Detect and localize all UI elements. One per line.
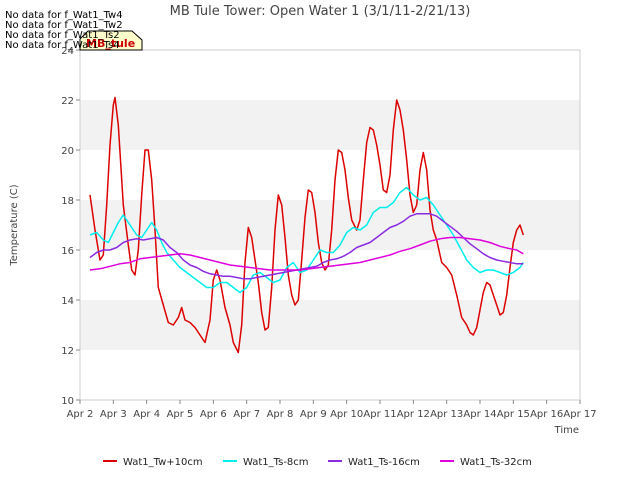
- y-axis: 10 12 14 16 18 20 22 24: [61, 46, 80, 407]
- y-tick-label: 16: [61, 246, 74, 257]
- x-tick-label: Apr 9: [300, 409, 327, 420]
- plot-band: [80, 300, 580, 350]
- series-line-wat1-ts-16cm: [89, 213, 524, 280]
- x-tick-label: Apr 13: [430, 409, 463, 420]
- y-tick-label: 14: [61, 296, 74, 307]
- chart-title: MB Tule Tower: Open Water 1 (3/1/11-2/21…: [170, 4, 471, 19]
- no-data-messages: No data for f_Wat1_Tw4 No data for f_Wat…: [5, 10, 123, 51]
- plot-band: [80, 50, 580, 100]
- x-tick-label: Apr 3: [100, 409, 127, 420]
- x-tick-label: Apr 11: [363, 409, 396, 420]
- x-tick-label: Apr 15: [497, 409, 530, 420]
- series-line-wat1-ts-8cm: [89, 186, 524, 294]
- x-tick-label: Apr 7: [233, 409, 260, 420]
- plot-band: [80, 350, 580, 400]
- series-layer: [89, 96, 525, 354]
- legend-label: Wat1_Tw+10cm: [123, 457, 203, 468]
- x-tick-label: Apr 16: [530, 409, 563, 420]
- annotation-box: MB_tule: [79, 30, 143, 51]
- plot-band: [80, 100, 580, 150]
- legend-label: Wat1_Ts-8cm: [243, 457, 309, 468]
- plot-band: [80, 250, 580, 300]
- legend-label: Wat1_Ts-32cm: [460, 457, 532, 468]
- x-tick-label: Apr 17: [563, 409, 596, 420]
- x-axis: Apr 2 Apr 3 Apr 4 Apr 5 Apr 6 Apr 7 Apr 8 Apr 9…: [67, 400, 597, 420]
- no-data-message: No data for f_Wat1_Ts2: [5, 30, 120, 41]
- y-tick-label: 12: [61, 346, 74, 357]
- no-data-message: No data for f_Wat1_Tw4: [5, 10, 123, 21]
- y-tick-label: 24: [61, 46, 74, 57]
- plot-frame: [79, 49, 581, 401]
- x-tick-label: Apr 6: [200, 409, 227, 420]
- legend: Wat1_Tw+10cm Wat1_Ts-8cm Wat1_Ts-16cm Wat1_…: [103, 457, 532, 468]
- y-tick-label: 18: [61, 196, 74, 207]
- annotation-label: MB_tule: [86, 37, 135, 50]
- legend-label: Wat1_Ts-16cm: [348, 457, 420, 468]
- no-data-message: No data for f_Wat1_Ts4: [5, 40, 120, 51]
- series-line-wat1-tw-10cm: [89, 96, 525, 354]
- plot-bands: [80, 50, 580, 400]
- x-axis-label: Time: [554, 425, 579, 436]
- x-tick-label: Apr 10: [330, 409, 363, 420]
- series-line-wat1-ts-32cm: [89, 236, 524, 271]
- y-tick-label: 22: [61, 96, 74, 107]
- x-tick-label: Apr 5: [167, 409, 194, 420]
- y-tick-label: 10: [61, 396, 74, 407]
- x-tick-label: Apr 8: [267, 409, 294, 420]
- plot-band: [80, 150, 580, 200]
- x-tick-label: Apr 14: [463, 409, 496, 420]
- no-data-message: No data for f_Wat1_Tw2: [5, 20, 123, 31]
- x-tick-label: Apr 12: [397, 409, 430, 420]
- x-tick-label: Apr 4: [133, 409, 160, 420]
- y-axis-label: Temperature (C): [9, 184, 20, 266]
- y-tick-label: 20: [61, 146, 74, 157]
- x-tick-label: Apr 2: [67, 409, 94, 420]
